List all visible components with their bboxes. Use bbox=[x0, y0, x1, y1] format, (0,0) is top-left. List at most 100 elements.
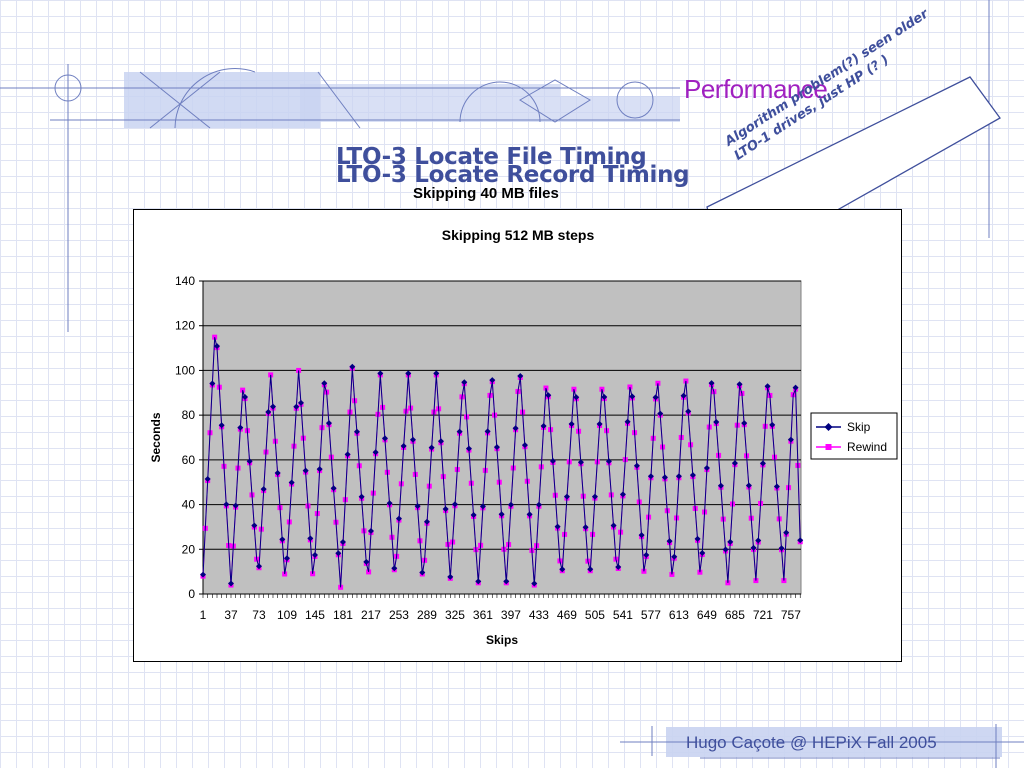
skip-marker bbox=[517, 372, 524, 379]
skip-marker bbox=[498, 511, 505, 518]
skip-marker bbox=[713, 419, 720, 426]
skip-marker bbox=[461, 379, 468, 386]
series-skip bbox=[200, 337, 804, 588]
skip-marker bbox=[251, 522, 258, 529]
x-tick-label: 685 bbox=[725, 608, 745, 622]
skip-marker bbox=[741, 420, 748, 427]
skip-marker bbox=[573, 394, 580, 401]
skip-marker bbox=[395, 515, 402, 522]
skip-marker bbox=[675, 473, 682, 480]
skip-marker bbox=[377, 370, 384, 377]
header-banner bbox=[0, 64, 680, 332]
slide-title-line1: LTO-3 Locate File Timing bbox=[336, 144, 647, 170]
skip-marker bbox=[708, 380, 715, 387]
skip-marker bbox=[685, 408, 692, 415]
footer-text: Hugo Caçote @ HEPiX Fall 2005 bbox=[686, 733, 937, 752]
slide-subtitle: Skipping 40 MB files bbox=[413, 185, 559, 202]
skip-marker bbox=[344, 451, 351, 458]
skip-marker bbox=[582, 524, 589, 531]
y-tick-label: 120 bbox=[175, 319, 195, 333]
skip-marker bbox=[745, 482, 752, 489]
x-tick-label: 433 bbox=[529, 608, 549, 622]
skip-marker bbox=[321, 380, 328, 387]
legend-box bbox=[810, 412, 898, 460]
skip-marker bbox=[652, 394, 659, 401]
skip-marker bbox=[232, 502, 239, 509]
skip-marker bbox=[512, 425, 519, 432]
skip-marker bbox=[353, 428, 360, 435]
skip-marker bbox=[689, 472, 696, 479]
y-axis: 0 20 40 60 80 100 120 140 bbox=[175, 274, 204, 601]
skip-marker bbox=[549, 457, 556, 464]
skip-marker bbox=[587, 566, 594, 573]
skip-marker bbox=[755, 537, 762, 544]
legend-rewind-marker bbox=[825, 444, 832, 450]
skip-marker bbox=[470, 511, 477, 518]
skip-marker bbox=[717, 482, 724, 489]
legend-skip-label: Skip bbox=[847, 420, 871, 434]
skip-marker bbox=[554, 523, 561, 530]
skip-marker bbox=[335, 550, 342, 557]
skip-marker bbox=[750, 544, 757, 551]
skip-marker bbox=[661, 474, 668, 481]
x-tick-label: 361 bbox=[473, 608, 493, 622]
skip-marker bbox=[227, 580, 234, 587]
skip-marker bbox=[629, 393, 636, 400]
skip-marker bbox=[624, 418, 631, 425]
skip-marker bbox=[601, 394, 608, 401]
skip-marker bbox=[465, 445, 472, 452]
skip-marker bbox=[349, 363, 356, 370]
skip-marker bbox=[619, 491, 626, 498]
skip-marker bbox=[792, 384, 799, 391]
x-tick-label: 73 bbox=[252, 608, 266, 622]
skip-marker bbox=[302, 467, 309, 474]
skip-marker bbox=[638, 532, 645, 539]
skip-marker bbox=[577, 459, 584, 466]
y-tick-label: 100 bbox=[175, 363, 195, 377]
x-tick-label: 505 bbox=[585, 608, 605, 622]
skip-marker bbox=[489, 377, 496, 384]
skip-marker bbox=[437, 438, 444, 445]
skip-marker bbox=[307, 535, 314, 542]
legend-skip-marker bbox=[824, 423, 833, 431]
skip-marker bbox=[237, 424, 244, 431]
skip-marker bbox=[563, 493, 570, 500]
y-tick-label: 40 bbox=[182, 498, 196, 512]
skip-marker bbox=[288, 479, 295, 486]
skip-marker bbox=[223, 501, 230, 508]
skip-marker bbox=[339, 538, 346, 545]
y-tick-label: 60 bbox=[182, 453, 196, 467]
skip-marker bbox=[475, 578, 482, 585]
skip-marker bbox=[428, 444, 435, 451]
skip-marker bbox=[643, 552, 650, 559]
skip-marker bbox=[297, 399, 304, 406]
skip-marker bbox=[255, 563, 262, 570]
skip-marker bbox=[797, 537, 804, 544]
skip-marker bbox=[265, 408, 272, 415]
skip-marker bbox=[727, 538, 734, 545]
skip-marker bbox=[372, 449, 379, 456]
skip-marker bbox=[423, 518, 430, 525]
footer-banner bbox=[620, 724, 1024, 768]
skip-marker bbox=[200, 571, 206, 578]
skip-marker bbox=[391, 565, 398, 572]
skip-marker bbox=[493, 444, 500, 451]
x-tick-label: 145 bbox=[305, 608, 325, 622]
legend-rewind-label: Rewind bbox=[847, 440, 887, 454]
skip-marker bbox=[386, 500, 393, 507]
skip-marker bbox=[773, 483, 780, 490]
skip-marker bbox=[657, 410, 664, 417]
x-tick-label: 721 bbox=[753, 608, 773, 622]
skip-marker bbox=[647, 473, 654, 480]
skip-marker bbox=[731, 460, 738, 467]
skip-marker bbox=[405, 370, 412, 377]
x-tick-label: 109 bbox=[277, 608, 297, 622]
skip-marker bbox=[605, 458, 612, 465]
slide-title-line2: LTO-3 Locate Record Timing bbox=[336, 162, 690, 188]
skip-marker bbox=[204, 476, 211, 483]
x-tick-label: 469 bbox=[557, 608, 577, 622]
y-tick-label: 0 bbox=[188, 587, 195, 601]
x-tick-label: 37 bbox=[224, 608, 238, 622]
skip-marker bbox=[507, 501, 514, 508]
x-tick-label: 577 bbox=[641, 608, 661, 622]
